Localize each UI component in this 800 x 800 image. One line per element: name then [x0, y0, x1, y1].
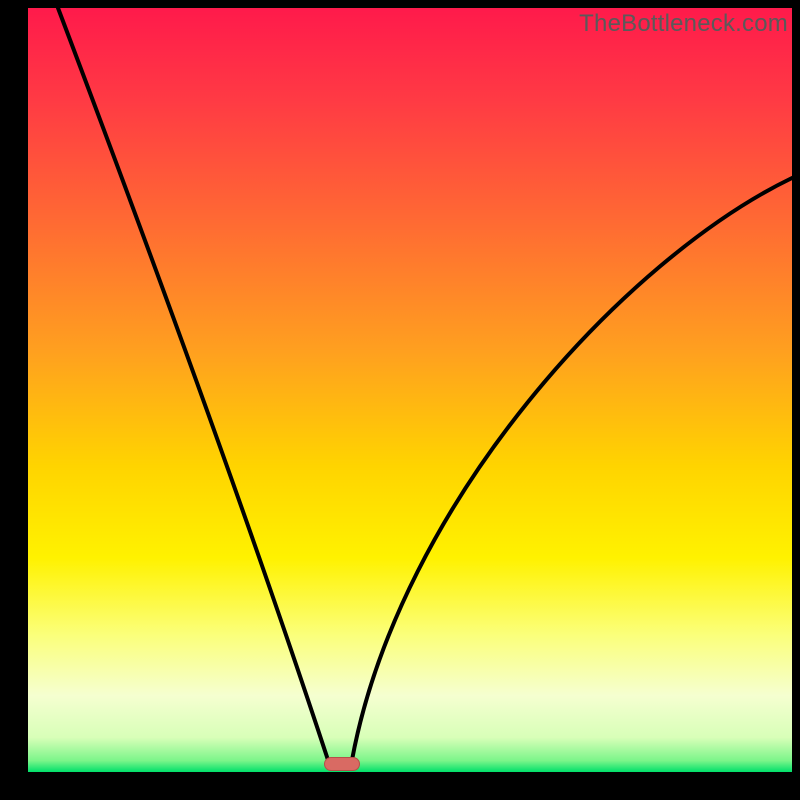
bottleneck-curve — [0, 0, 800, 800]
optimal-point-marker — [324, 757, 360, 771]
chart-canvas: TheBottleneck.com — [0, 0, 800, 800]
watermark-text: TheBottleneck.com — [579, 10, 788, 38]
